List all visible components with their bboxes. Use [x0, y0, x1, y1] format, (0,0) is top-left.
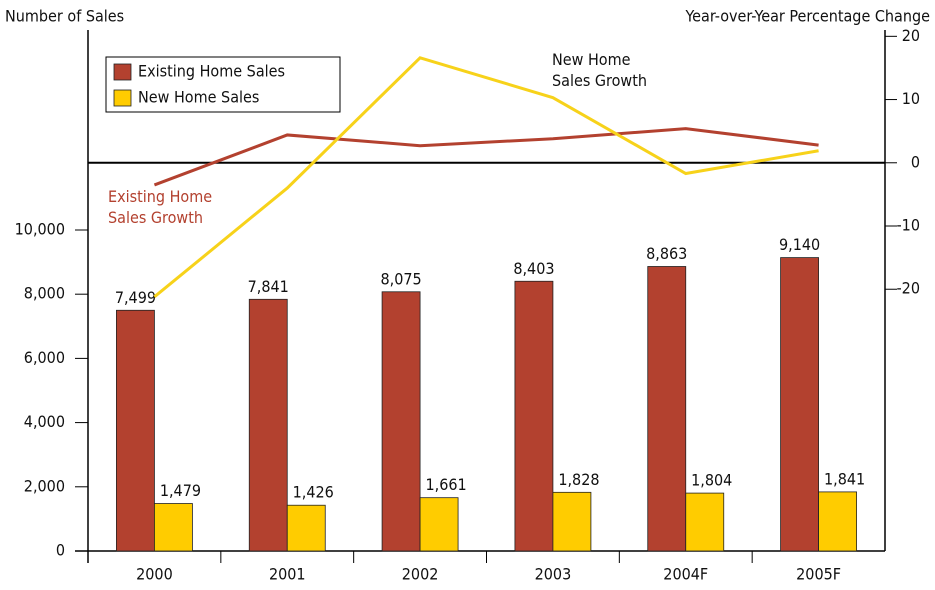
y2-axis-label: Year-over-Year Percentage Change	[684, 7, 930, 26]
annotation-line: New Home	[552, 50, 635, 69]
bar	[514, 280, 554, 552]
legend-box	[105, 56, 341, 113]
bar	[381, 291, 421, 552]
data-label: 8,863	[646, 244, 687, 263]
bar	[780, 257, 819, 552]
annotation-line: Existing Home	[108, 187, 217, 206]
legend-swatch	[113, 63, 132, 81]
data-label: 7,499	[115, 288, 156, 307]
bar	[154, 503, 193, 552]
x-tick-label: 2000	[136, 565, 173, 584]
bar	[116, 309, 155, 552]
data-label: 8,403	[513, 259, 554, 278]
y-tick-label: 2,000	[24, 476, 65, 495]
x-tick-label: 2005F	[796, 565, 841, 584]
data-label: 1,841	[824, 469, 865, 488]
bar	[818, 491, 857, 552]
growth-line	[153, 56, 819, 298]
y-axis-label: Number of Sales	[5, 7, 124, 26]
line-annotation: New Home Sales Growth	[552, 50, 647, 90]
data-label: 1,426	[293, 483, 334, 502]
y2-tick-label: 20	[902, 26, 920, 45]
y-tick-label: 10,000	[15, 219, 65, 238]
y2-tick-label: 10	[902, 89, 920, 108]
growth-line	[153, 127, 819, 187]
x-tick-label: 2001	[269, 565, 306, 584]
legend-label: Existing Home Sales	[138, 62, 285, 81]
data-label: 1,479	[160, 481, 201, 500]
y-tick-label: 8,000	[24, 284, 65, 303]
x-tick-label: 2004F	[663, 565, 708, 584]
data-label: 9,140	[779, 235, 820, 254]
annotation-line: Sales Growth	[552, 71, 647, 90]
data-label: 1,828	[558, 470, 599, 489]
bar	[685, 492, 725, 552]
line-annotation: Existing Home Sales Growth	[108, 187, 217, 227]
y2-tick-label: 0	[911, 152, 920, 171]
annotation-line: Sales Growth	[108, 208, 203, 227]
data-label: 1,804	[691, 471, 732, 490]
x-tick-label: 2003	[535, 565, 572, 584]
y-tick-label: 6,000	[24, 348, 65, 367]
y2-tick-label: -10	[896, 216, 920, 235]
bar	[419, 497, 459, 552]
bar	[552, 491, 592, 552]
legend-swatch	[113, 89, 132, 107]
data-label: 7,841	[248, 277, 289, 296]
y-tick-label: 0	[56, 541, 65, 560]
y2-tick-label: -20	[896, 279, 920, 298]
bar	[647, 266, 687, 552]
legend-label: New Home Sales	[138, 88, 259, 107]
data-label: 8,075	[380, 269, 421, 288]
y-tick-label: 4,000	[24, 412, 65, 431]
data-label: 1,661	[425, 475, 466, 494]
bar	[286, 504, 326, 552]
bar	[248, 298, 288, 552]
x-tick-label: 2002	[402, 565, 439, 584]
